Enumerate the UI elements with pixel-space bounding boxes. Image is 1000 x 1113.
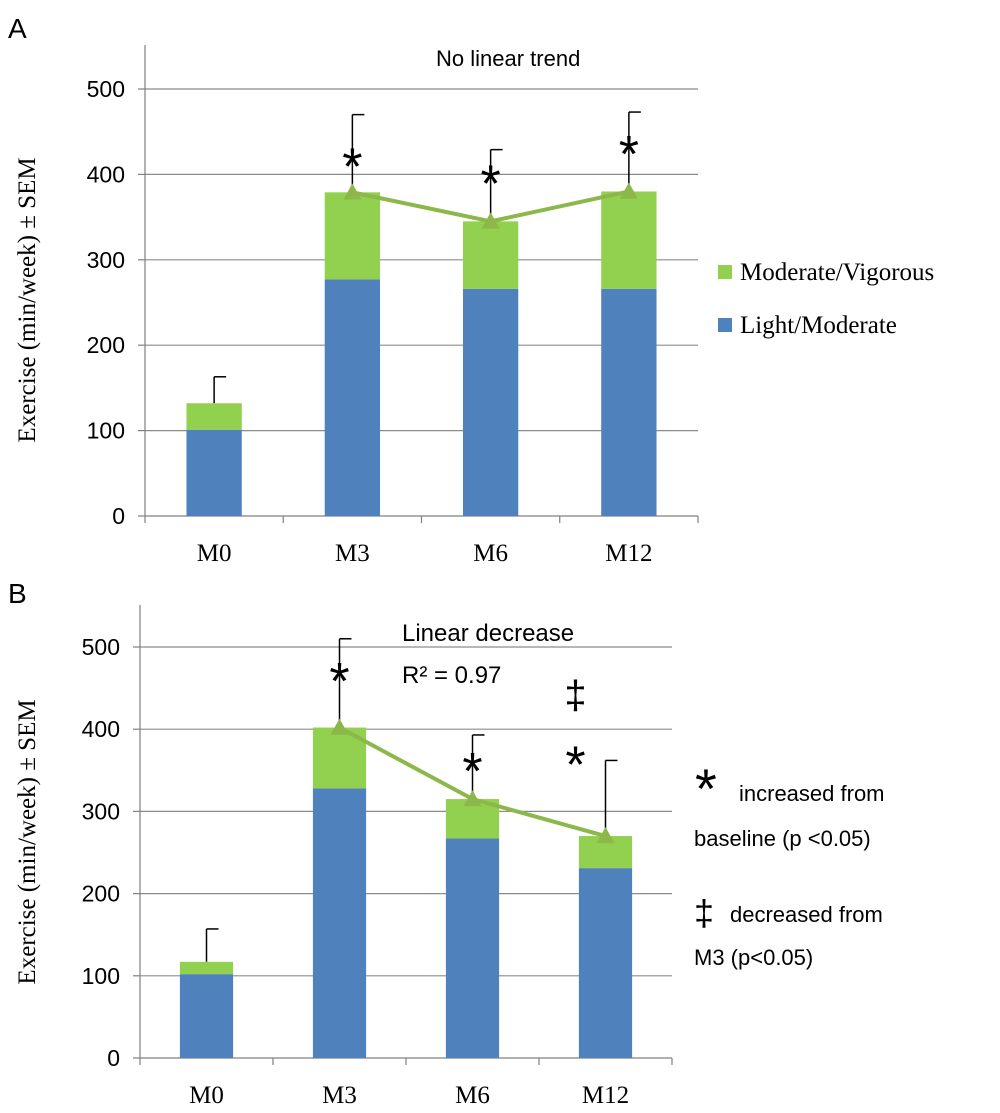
panel-b-significance-star: * [329,653,349,711]
panel-a-y-tick-label: 100 [87,418,125,444]
panel-a-trend-marker [481,212,500,229]
legend-swatch-moderate-vigorous [718,265,732,279]
chart-panel-a: 0 100 200 300 400 500 Exercise (min/week) ± SE… [14,45,699,567]
panel-b-bar-light-moderate [445,838,500,1058]
panel-a-y-tick-label: 200 [87,332,125,358]
panel-b-y-tick-label: 100 [82,963,120,989]
annotation-b-line1: Linear decrease [402,620,574,647]
panel-a-x-tick-label: M3 [335,540,370,567]
legend-swatch-light-moderate [718,318,732,332]
panel-a-bar-light-moderate [186,429,242,516]
panel-b-y-tick-label: 200 [82,881,120,907]
note-star-symbol: * [695,757,717,820]
note-dagger-symbol: ‡ [694,892,714,933]
panel-a-x-tick-label: M6 [473,540,508,567]
panel-a-bar-light-moderate [324,279,381,516]
legend-label-moderate-vigorous: Moderate/Vigorous [740,259,934,286]
note-star-text-1: increased from [739,781,885,806]
panel-a-x-tick-label: M0 [197,540,232,567]
panel-b-trend-marker [330,718,349,735]
panel-b-bar-moderate-vigorous [179,961,234,975]
panel-a-y-axis-label: Exercise (min/week) ± SEM [14,157,41,442]
note-star-text-2: baseline (p <0.05) [694,826,871,851]
panel-a-bar-light-moderate [462,288,519,516]
panel-a-bar-moderate-vigorous [462,221,519,289]
annotation-b-line2: R² = 0.97 [402,662,501,689]
panel-b-bar-light-moderate [179,974,234,1058]
panel-b-trend-marker [596,827,615,844]
panel-b-y-tick-label: 400 [82,716,120,742]
panel-b-x-tick-label: M6 [455,1082,490,1109]
legend-label-light-moderate: Light/Moderate [740,312,897,339]
panel-a-significance-star: * [619,126,639,184]
panel-a-y-tick-label: 300 [87,247,125,273]
panel-b-y-axis-label: Exercise (min/week) ± SEM [14,699,41,984]
panel-b-trend-marker [463,790,482,807]
panel-b-bar-light-moderate [578,868,633,1058]
panel-a-significance-star: * [342,139,362,197]
panel-a-y-tick-label: 400 [87,161,125,187]
panel-a-significance-star: * [481,156,501,214]
panel-b-letter: B [8,578,27,609]
panel-a-bar-moderate-vigorous [324,192,381,280]
panel-b-significance-star: * [565,737,585,795]
legend: Moderate/Vigorous Light/Moderate [718,259,934,339]
chart-panel-b: 0 100 200 300 400 500 Exercise (min/week) ± SE… [14,605,673,1109]
significance-notes: * increased from baseline (p <0.05) ‡ de… [694,757,885,970]
panel-b-x-tick-label: M12 [582,1082,629,1109]
panel-a-trend-marker [343,183,362,200]
panel-b-y-tick-label: 500 [82,634,120,660]
panel-a-trend-marker [619,182,638,199]
panel-a-y-tick-label: 500 [87,76,125,102]
annotation-a: No linear trend [436,46,580,71]
panel-a-y-tick-label: 0 [112,503,125,529]
panel-b-x-tick-label: M0 [189,1082,224,1109]
panel-a-x-tick-label: M12 [605,540,652,567]
panel-b-bar-light-moderate [312,788,367,1058]
panel-b-significance-dagger: ‡ [564,674,586,718]
panel-a-bar-moderate-vigorous [186,403,242,430]
panel-a-bar-moderate-vigorous [601,191,657,289]
note-dagger-text-1: decreased from [730,902,883,927]
panel-b-y-tick-label: 300 [82,798,120,824]
note-dagger-text-2: M3 (p<0.05) [694,945,813,970]
panel-a-letter: A [8,13,27,44]
panel-b-y-tick-label: 0 [107,1045,120,1071]
panel-b-x-tick-label: M3 [322,1082,357,1109]
panel-b-significance-star: * [462,743,482,801]
panel-a-bar-light-moderate [601,288,657,516]
